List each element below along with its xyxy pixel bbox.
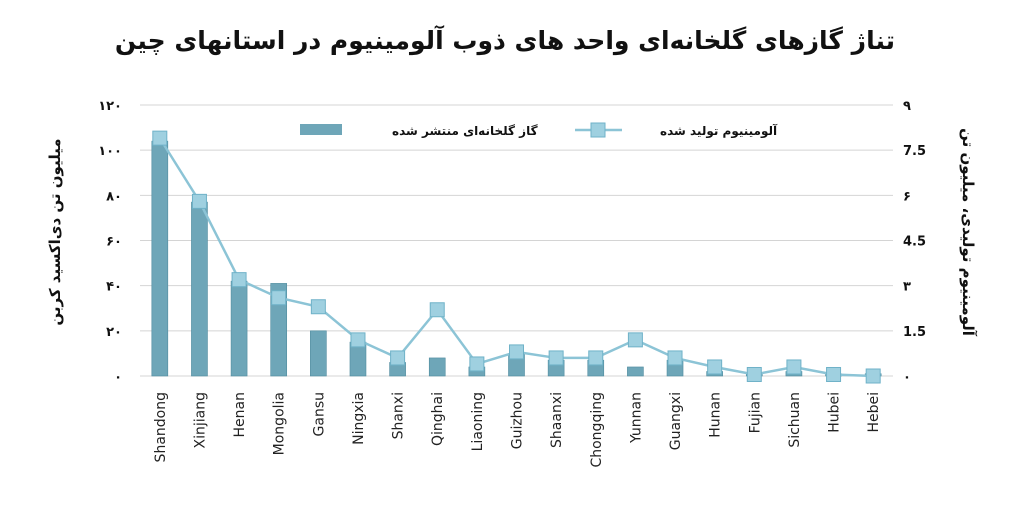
line-point-chongqing [588, 350, 604, 366]
line-point-gansu [310, 299, 326, 315]
line-point-shandong [152, 130, 168, 146]
y-axis-left-label: میلیون تن دی‌اکسید کربن [46, 138, 64, 326]
legend-bar-swatch [300, 124, 342, 135]
x-tick-label-xinjiang: Xinjiang [192, 392, 208, 448]
x-tick-label-guizhou: Guizhou [510, 392, 526, 449]
y-left-tick-label: ۶٠ [106, 235, 122, 250]
x-tick-label-guangxi: Guangxi [668, 392, 684, 450]
line-point-henan [231, 272, 247, 288]
line-point-guangxi [667, 350, 683, 366]
bar-gansu [310, 330, 327, 377]
line-point-yunnan [627, 332, 643, 348]
bar-shandong [151, 140, 169, 377]
x-tick-label-shanxi: Shanxi [391, 392, 407, 439]
line-point-hebei [865, 368, 881, 384]
x-tick-label-henan: Henan [232, 392, 248, 437]
y-left-tick-label: ١٢٠ [98, 99, 122, 114]
x-tick-label-yunnan: Yunnan [628, 392, 644, 444]
x-tick-label-mongolia: Mongolia [272, 392, 288, 455]
line-point-xinjiang [191, 193, 207, 209]
y-left-tick-label: ١٠٠ [98, 144, 122, 159]
line-point-liaoning [469, 356, 485, 372]
line-point-hubei [826, 366, 842, 382]
legend-line-label: آلومینیوم تولید شده [660, 124, 778, 138]
y-left-tick-label: ٠ [114, 370, 122, 385]
line-point-mongolia [271, 290, 287, 306]
x-tick-label-hunan: Hunan [708, 392, 724, 438]
bar-xinjiang [191, 201, 208, 377]
x-tick-label-hubei: Hubei [827, 392, 843, 433]
x-tick-label-chongqing: Chongqing [589, 392, 605, 468]
x-tick-label-gansu: Gansu [311, 392, 327, 436]
x-tick-label-liaoning: Liaoning [470, 392, 486, 451]
y-right-tick-label: 1.5 [903, 325, 926, 340]
bar-henan [230, 280, 248, 377]
y-right-tick-label: ۶ [903, 189, 911, 204]
line-point-sichuan [786, 359, 802, 375]
aluminium-line [158, 137, 874, 378]
chart-title: تناژ گازهای گلخانه‌ای واحد های ذوب آلومی… [114, 26, 896, 55]
x-tick-label-qinghai: Qinghai [430, 392, 446, 446]
legend-bar-label: گاز گلخانه‌ای منتشر شده [392, 124, 538, 138]
legend-line-marker [590, 122, 606, 138]
x-tick-label-shandong: Shandong [153, 392, 169, 462]
y-right-tick-label: ٣ [903, 280, 911, 295]
y-right-tick-label: ٠ [903, 370, 911, 385]
y-left-tick-label: ۴٠ [106, 280, 122, 295]
y-right-tick-label: ٩ [903, 99, 911, 114]
x-tick-label-fujian: Fujian [747, 392, 763, 433]
bar-qinghai [428, 357, 446, 377]
y-axis-right-label: آلومینیوم تولیدی، میلیون تن [959, 128, 977, 336]
line-point-shanxi [390, 350, 406, 366]
line-point-ningxia [350, 332, 366, 348]
y-right-tick-label: 4.5 [903, 235, 926, 250]
y-left-tick-label: ٢٠ [106, 325, 122, 340]
x-tick-label-sichuan: Sichuan [787, 392, 803, 448]
y-right-tick-label: 7.5 [903, 144, 926, 159]
x-tick-label-hebei: Hebei [866, 392, 882, 433]
line-point-shaanxi [548, 350, 564, 366]
x-tick-label-ningxia: Ningxia [351, 392, 367, 445]
y-left-tick-label: ٨٠ [106, 189, 122, 204]
x-tick-label-shaanxi: Shaanxi [549, 392, 565, 448]
bar-mongolia [270, 283, 288, 377]
line-point-hunan [707, 359, 723, 375]
line-point-fujian [746, 366, 762, 382]
line-point-qinghai [429, 302, 445, 318]
line-point-guizhou [509, 344, 524, 360]
bar-yunnan [627, 366, 644, 377]
